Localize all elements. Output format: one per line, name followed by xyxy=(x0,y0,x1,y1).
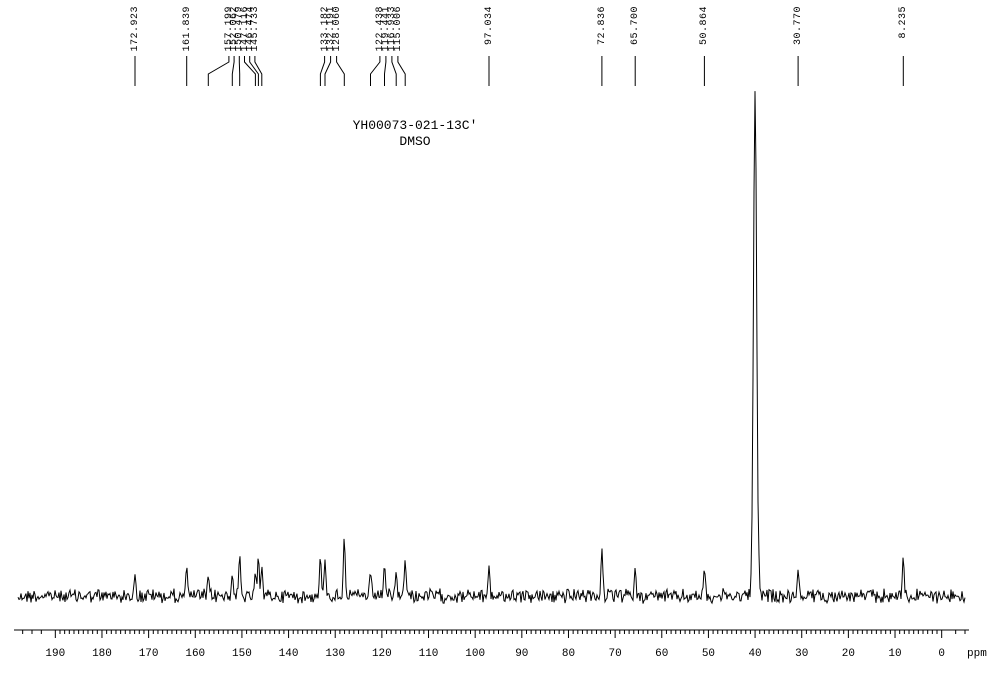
axis-tick-label: 170 xyxy=(139,648,159,660)
axis-tick-label: 0 xyxy=(938,648,945,660)
axis-tick-label: 10 xyxy=(888,648,901,660)
nmr-spectrum-chart: 1901801701601501401301201101009080706050… xyxy=(0,0,1000,686)
axis-tick-label: 130 xyxy=(325,648,345,660)
peak-label: 8.235 xyxy=(898,6,909,39)
axis-tick-label: 180 xyxy=(92,648,112,660)
axis-unit-label: ppm xyxy=(967,648,987,660)
peak-label: 145.733 xyxy=(250,6,261,52)
axis-tick-label: 20 xyxy=(842,648,855,660)
peak-label: 30.770 xyxy=(793,6,804,45)
axis-tick-label: 90 xyxy=(515,648,528,660)
spectrum-title: YH00073-021-13C' xyxy=(353,118,478,133)
spectrum-subtitle: DMSO xyxy=(399,134,430,149)
axis-tick-label: 60 xyxy=(655,648,668,660)
peak-label: 172.923 xyxy=(130,6,141,52)
axis-tick-label: 100 xyxy=(465,648,485,660)
axis-tick-label: 80 xyxy=(562,648,575,660)
axis-tick-label: 40 xyxy=(748,648,761,660)
peak-label: 97.034 xyxy=(484,6,495,45)
peak-label: 128.060 xyxy=(332,6,343,52)
peak-label: 161.839 xyxy=(182,6,193,52)
axis-tick-label: 30 xyxy=(795,648,808,660)
axis-tick-label: 120 xyxy=(372,648,392,660)
axis-tick-label: 160 xyxy=(185,648,205,660)
peak-label: 115.006 xyxy=(393,6,404,52)
peak-label: 50.864 xyxy=(699,6,710,45)
peak-label: 65.700 xyxy=(630,6,641,45)
axis-tick-label: 110 xyxy=(419,648,439,660)
axis-tick-label: 190 xyxy=(45,648,65,660)
axis-tick-label: 140 xyxy=(279,648,299,660)
axis-tick-label: 70 xyxy=(609,648,622,660)
peak-label: 72.836 xyxy=(597,6,608,45)
axis-tick-label: 150 xyxy=(232,648,252,660)
spectrum-canvas xyxy=(0,0,1000,686)
axis-tick-label: 50 xyxy=(702,648,715,660)
